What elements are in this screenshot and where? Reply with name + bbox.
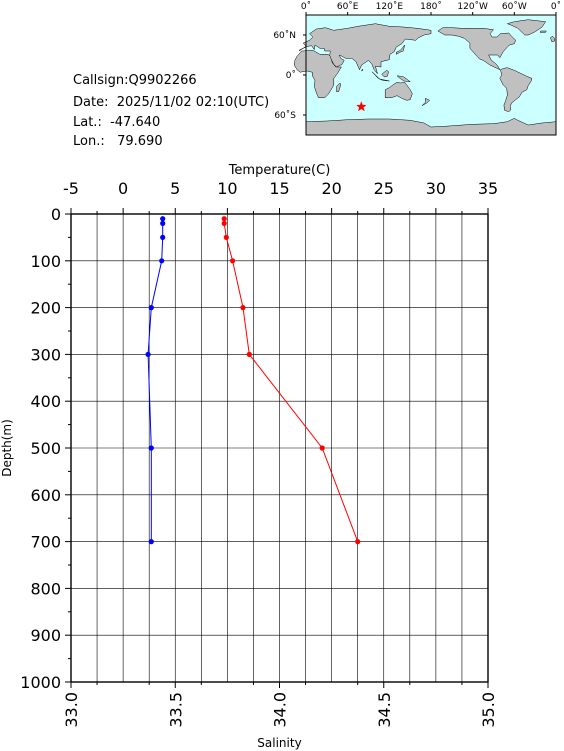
map-lon-label: 180˚ (420, 1, 442, 12)
temperature-data-point (160, 220, 166, 226)
temperature-tick-label: 15 (269, 179, 289, 198)
salinity-tick-label: 35.0 (479, 692, 498, 728)
date-text: Date: 2025/11/02 02:10(UTC) (73, 95, 270, 110)
map-land-new-guinea (396, 75, 412, 83)
map-lon-label: 0˚ (301, 1, 311, 12)
depth-tick-label: 200 (30, 299, 61, 318)
depth-tick-label: 400 (30, 392, 61, 411)
temperature-tick-label: 35 (478, 179, 498, 198)
map-lon-label: 120˚W (457, 1, 488, 12)
salinity-data-point (240, 305, 246, 311)
temperature-tick-label: 25 (374, 179, 394, 198)
depth-tick-label: 800 (30, 579, 61, 598)
salinity-data-point (246, 351, 252, 357)
map-land-greenland (506, 19, 547, 36)
depth-axis-label: Depth(m) (0, 419, 14, 477)
salinity-data-point (319, 445, 325, 451)
temperature-data-point (145, 351, 151, 357)
depth-tick-label: 600 (30, 486, 61, 505)
temperature-data-point (148, 445, 154, 451)
temperature-tick-label: -5 (63, 179, 79, 198)
depth-tick-label: 700 (30, 533, 61, 552)
depth-tick-label: 0 (51, 205, 61, 224)
salinity-data-point (355, 539, 361, 545)
map-land-new-zealand (421, 97, 431, 106)
salinity-tick-label: 33.5 (166, 692, 185, 728)
temperature-data-point (148, 305, 154, 311)
map-lat-label: 0˚ (286, 70, 296, 81)
depth-tick-label: 900 (30, 626, 61, 645)
map-land-eurasia (298, 23, 432, 74)
map-lon-label: 120˚E (376, 1, 404, 12)
map-land-antarctica (305, 118, 557, 136)
depth-tick-label: 500 (30, 439, 61, 458)
temperature-data-point (159, 258, 165, 264)
temperature-data-point (160, 234, 166, 240)
map-land-united-kingdom (550, 35, 555, 42)
latitude-text: Lat.: -47.640 (73, 115, 161, 130)
map-lon-label: 60˚W (502, 1, 527, 12)
salinity-tick-label: 34.0 (271, 692, 290, 728)
map-land-south-america (499, 67, 532, 112)
salinity-data-point (223, 234, 229, 240)
salinity-data-point (230, 258, 236, 264)
temperature-tick-label: 5 (170, 179, 180, 198)
temperature-tick-label: 10 (217, 179, 237, 198)
temperature-tick-label: 20 (321, 179, 341, 198)
longitude-text: Lon.: 79.690 (73, 134, 163, 149)
map-lat-label: 60˚S (274, 110, 296, 121)
salinity-axis-label: Salinity (257, 736, 301, 750)
world-map: 0˚ 60˚E 120˚E 180˚ 120˚W 60˚W 0˚ 60˚N 0˚ 60˚S (273, 1, 561, 136)
temperature-tick-label: 30 (426, 179, 446, 198)
map-land-iceland (539, 30, 547, 33)
callsign-text: Callsign:Q9902266 (73, 73, 197, 88)
map-lon-label: 60˚E (337, 1, 359, 12)
temperature-data-point (160, 216, 166, 222)
map-lon-label: 0˚ (551, 1, 561, 12)
temperature-axis-label: Temperature(C) (228, 163, 331, 178)
temperature-data-point (148, 539, 154, 545)
map-land-japan (396, 44, 405, 55)
temperature-tick-label: 0 (118, 179, 128, 198)
profile-chart: 01002003004005006007008009001000Depth(m)… (0, 163, 498, 750)
salinity-tick-label: 34.5 (375, 692, 394, 728)
float-location-star-icon (355, 101, 367, 112)
depth-tick-label: 1000 (20, 673, 61, 692)
map-land-sri-lanka (361, 68, 364, 72)
salinity-tick-label: 33.0 (62, 692, 81, 728)
depth-tick-label: 100 (30, 252, 61, 271)
map-lat-label: 60˚N (273, 30, 296, 41)
map-land-north-america (437, 27, 516, 71)
depth-tick-label: 300 (30, 345, 61, 364)
map-land-indonesia (371, 71, 390, 82)
salinity-data-point (221, 220, 227, 226)
map-land-borneo (381, 69, 389, 78)
map-land-madagascar (336, 82, 341, 92)
salinity-data-point (221, 216, 227, 222)
map-land-australia (384, 82, 413, 101)
